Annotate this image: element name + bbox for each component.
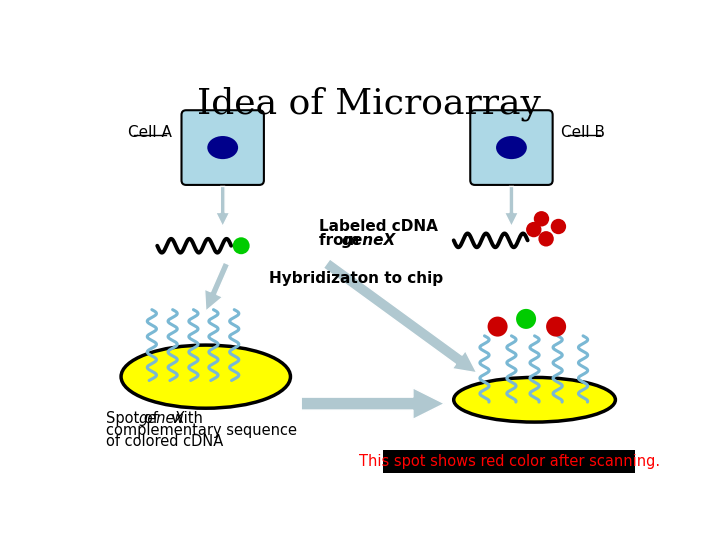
Polygon shape [204, 262, 230, 311]
Ellipse shape [534, 211, 549, 226]
Text: of colored cDNA: of colored cDNA [106, 434, 223, 449]
Text: Cell B: Cell B [561, 125, 605, 140]
Ellipse shape [496, 136, 527, 159]
Text: Cell A: Cell A [127, 125, 171, 140]
Text: Spot of: Spot of [106, 411, 162, 426]
FancyBboxPatch shape [181, 110, 264, 185]
Text: complementary sequence: complementary sequence [106, 423, 297, 438]
Ellipse shape [121, 345, 290, 408]
Ellipse shape [551, 219, 566, 234]
Text: geneX: geneX [139, 411, 185, 426]
Text: Hybridizaton to chip: Hybridizaton to chip [269, 271, 443, 286]
Text: from: from [319, 233, 364, 248]
Ellipse shape [516, 309, 536, 329]
FancyBboxPatch shape [383, 450, 636, 473]
Text: Idea of Microarray: Idea of Microarray [197, 86, 541, 121]
Polygon shape [301, 388, 444, 420]
Polygon shape [323, 259, 477, 373]
Ellipse shape [207, 136, 238, 159]
Polygon shape [505, 186, 518, 226]
Ellipse shape [539, 231, 554, 247]
FancyBboxPatch shape [470, 110, 553, 185]
Text: with: with [167, 411, 203, 426]
Text: Labeled cDNA: Labeled cDNA [319, 219, 438, 234]
Text: geneX: geneX [342, 233, 396, 248]
Ellipse shape [526, 222, 541, 237]
Ellipse shape [233, 237, 250, 254]
Ellipse shape [454, 377, 616, 422]
Text: This spot shows red color after scanning.: This spot shows red color after scanning… [359, 454, 660, 469]
Polygon shape [216, 186, 230, 226]
Ellipse shape [487, 316, 508, 336]
Ellipse shape [546, 316, 566, 336]
